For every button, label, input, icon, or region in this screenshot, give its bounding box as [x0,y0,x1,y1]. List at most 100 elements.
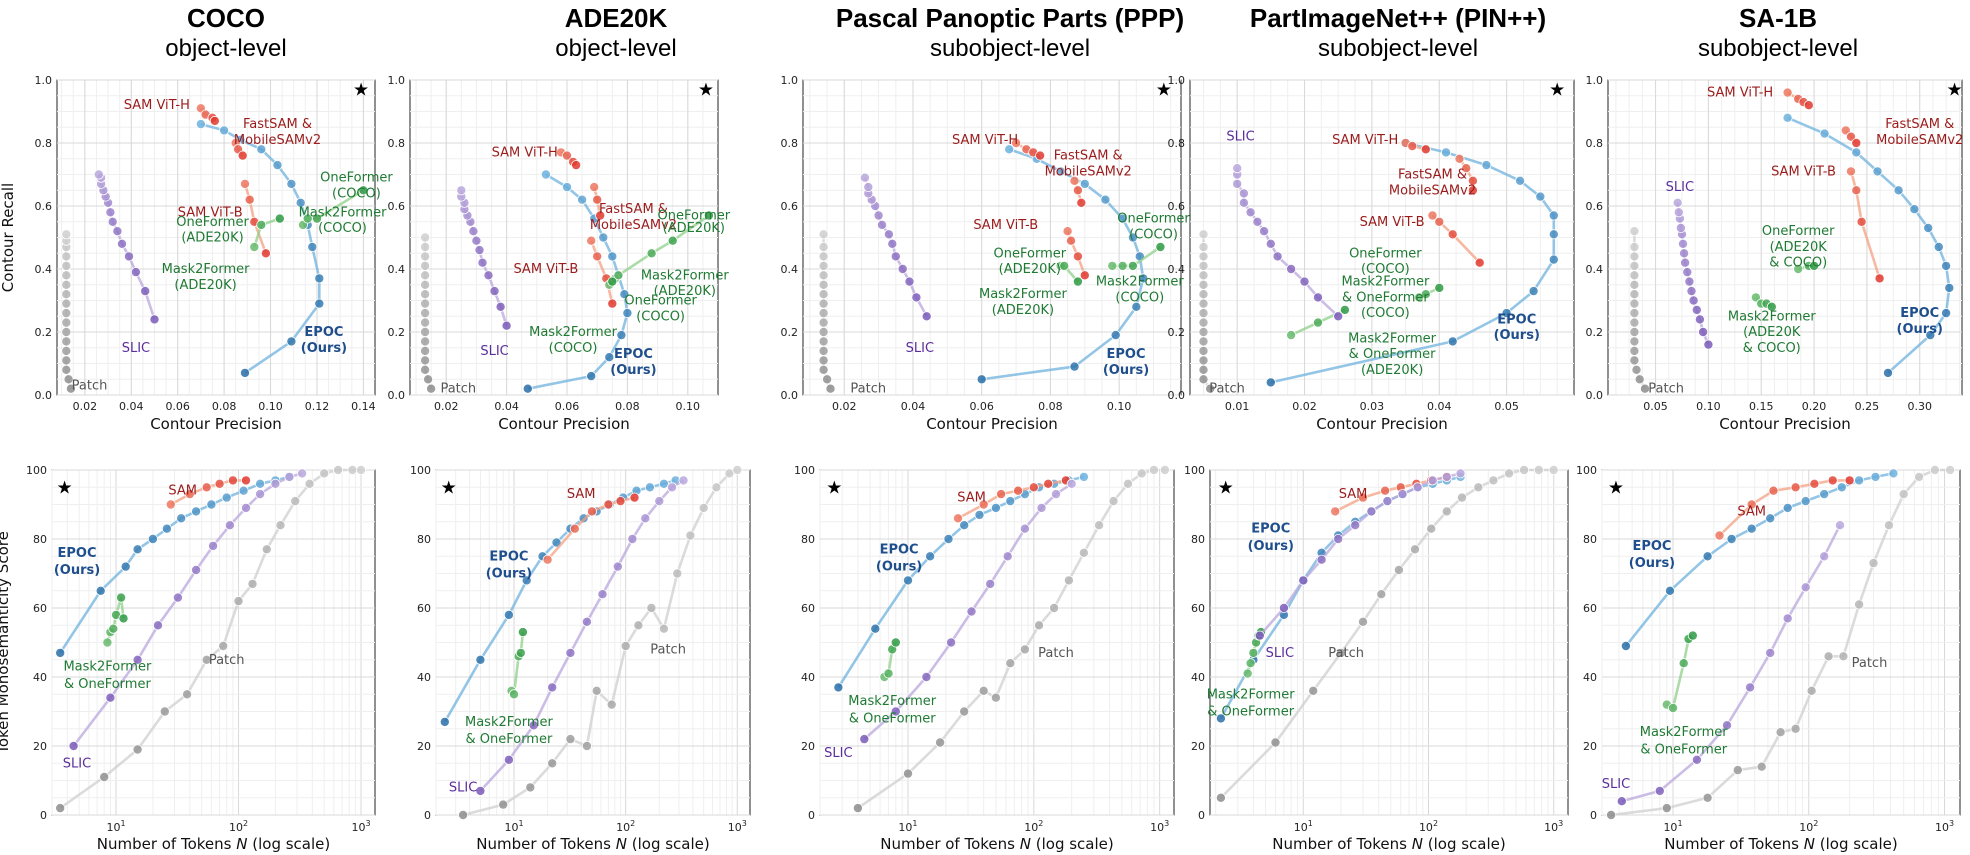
data-point [1606,810,1617,821]
data-point [132,654,143,665]
data-point [565,647,576,658]
series-m2f_coco [1793,260,1820,274]
y-tick-label: 100 [794,464,815,477]
data-point [1036,502,1047,513]
data-point [1548,210,1559,221]
data-point [1049,603,1060,614]
data-point [1005,496,1016,507]
x-axis-label: Number of Tokens N (log scale) [1664,835,1898,853]
data-point [1680,257,1691,268]
series-annotation: SLIC [122,341,150,356]
series-annotation: SAM ViT-B [1360,215,1425,230]
series-annotation: SLIC [480,344,508,359]
data-point [607,251,618,262]
data-point [890,706,901,717]
data-point [297,468,308,479]
data-point [503,754,514,765]
data-point [1467,185,1478,196]
series-annotation: Patch [209,653,245,668]
data-point [1094,520,1105,531]
data-point [256,144,267,155]
data-point [456,185,467,196]
series-annotation: SAM [168,484,197,499]
data-point [420,355,431,366]
y-tick-label: 0.6 [781,200,799,213]
data-point [1131,301,1142,312]
data-point [1232,163,1243,174]
data-point [1688,295,1699,306]
data-point [120,561,131,572]
data-point [1634,374,1645,385]
x-axis-label: Contour Precision [498,415,630,433]
x-axis-label: Contour Precision [1316,415,1448,433]
data-point [591,685,602,696]
data-point [1242,668,1253,679]
data-point [985,578,996,589]
y-tick-label: 20 [417,740,431,753]
series-annotation: (COCO) [549,341,598,356]
x-tick-label: 102 [229,819,248,834]
series-annotation: OneFormer [994,246,1067,261]
series-annotation: (Ours) [1248,539,1294,554]
data-point [943,534,954,545]
data-point [883,668,894,679]
data-point [1299,276,1310,287]
data-point [1782,112,1793,123]
series-line [1849,171,1881,279]
data-point [1397,489,1408,500]
x-tick-label: 101 [107,819,126,834]
data-point [592,194,603,205]
data-point [1888,468,1899,479]
data-point [1870,471,1881,482]
data-point [1846,131,1857,142]
data-point [237,150,248,161]
series-line [1066,230,1087,276]
x-tick-label: 0.14 [351,400,376,413]
panel-title-4: SA-1B subobject-level [1598,2,1958,64]
series-annotation: EPOC [1497,312,1536,327]
data-point [1722,720,1733,731]
data-point [863,182,874,193]
series-annotation: SAM ViT-H [492,145,558,160]
data-point [818,308,829,319]
data-point [953,513,964,524]
data-point [1923,222,1934,233]
x-axis-label: Number of Tokens N (log scale) [97,835,331,853]
data-point [1215,713,1226,724]
data-point [698,502,709,513]
series-slic [68,468,308,752]
data-point [517,627,528,638]
series-annotation: (Ours) [1494,328,1540,343]
x-axis-label: Contour Precision [150,415,282,433]
data-point [105,692,116,703]
data-point [607,298,618,309]
panel-title-main: Pascal Panoptic Parts (PPP) [835,3,1185,33]
series-sam_fast [1069,175,1087,208]
data-point [420,289,431,300]
x-tick-label: 0.06 [969,400,994,413]
y-tick-label: 100 [1184,464,1205,477]
series-annotation: (Ours) [876,560,922,575]
y-tick-label: 0.4 [781,263,799,276]
data-point [498,799,509,810]
series-m2f_coco [297,185,369,230]
data-point [1929,464,1940,475]
series-annotation: (Ours) [610,363,656,378]
series-line [243,183,268,254]
data-point [1746,499,1757,510]
data-point [477,257,488,268]
series-annotation: SLIC [63,756,91,771]
y-tick-label: 0.2 [35,326,53,339]
data-point [307,241,318,252]
data-point [286,336,297,347]
data-point [117,238,128,249]
data-point [319,468,330,479]
series-sam_fast [1454,153,1478,196]
grid [1601,469,1960,816]
y-axis-label: Token Monosemanticity Score [0,531,12,755]
data-point [911,292,922,303]
data-point [818,279,829,290]
data-point [61,355,72,366]
series-annotation: Mask2Former [848,694,937,709]
data-point [61,326,72,337]
